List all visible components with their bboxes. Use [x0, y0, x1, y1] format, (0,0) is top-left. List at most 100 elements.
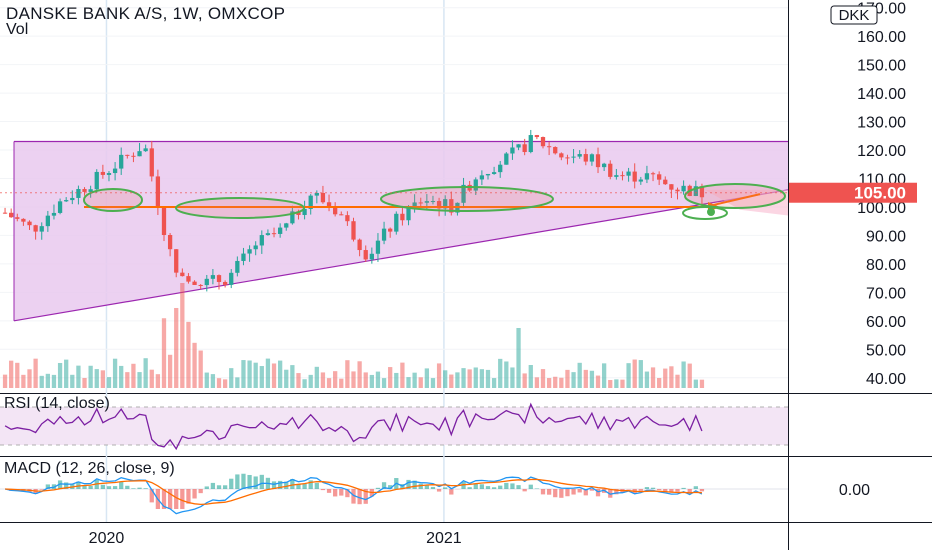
volume-bar — [229, 368, 233, 388]
candle-body — [205, 279, 209, 285]
rsi-label: RSI (14, close) — [4, 395, 110, 413]
volume-bar — [431, 378, 435, 388]
volume-bar — [406, 377, 410, 388]
candle-body — [131, 156, 135, 157]
volume-bar — [529, 365, 533, 388]
volume-bar — [565, 370, 569, 388]
macd-histogram-bar — [229, 479, 233, 489]
currency-badge-label: DKK — [839, 7, 870, 24]
volume-bar — [596, 376, 600, 388]
macd-histogram-bar — [480, 484, 484, 489]
macd-histogram-bar — [437, 489, 441, 492]
candle-body — [498, 165, 502, 172]
candle-body — [192, 282, 196, 285]
macd-histogram-bar — [541, 489, 545, 494]
volume-bar — [694, 380, 698, 388]
volume-bar — [633, 360, 637, 388]
highlight-ellipse — [381, 187, 553, 211]
candle-body — [95, 172, 99, 189]
volume-bar — [284, 370, 288, 388]
volume-bar — [357, 361, 361, 388]
candle-body — [174, 249, 178, 272]
volume-bar — [101, 370, 105, 388]
candle-body — [168, 235, 172, 249]
candle-body — [272, 233, 276, 234]
candle-body — [620, 175, 624, 176]
candle-body — [217, 275, 221, 282]
macd-histogram-bar — [40, 489, 44, 490]
candle-body — [571, 157, 575, 158]
macd-histogram-bar — [168, 489, 172, 509]
volume-bar — [688, 364, 692, 388]
volume-bar — [504, 361, 508, 388]
macd-histogram-bar — [553, 489, 557, 497]
volume-bar — [675, 375, 679, 388]
volume-bar — [345, 360, 349, 388]
macd-histogram-bar — [223, 485, 227, 489]
volume-bar — [376, 372, 380, 388]
candle-body — [125, 155, 129, 156]
macd-histogram-bar — [529, 485, 533, 489]
macd-histogram-bar — [315, 483, 319, 489]
volume-bar — [58, 363, 62, 388]
volume-bar — [523, 373, 527, 388]
volume-bar — [645, 372, 649, 388]
candle-body — [254, 245, 258, 249]
volume-bar — [571, 372, 575, 388]
volume-bar — [639, 360, 643, 388]
macd-histogram-bar — [205, 486, 209, 489]
volume-bar — [516, 328, 520, 388]
volume-bar — [223, 379, 227, 388]
candle-body — [364, 250, 368, 259]
price-tick-label: 60.00 — [866, 314, 906, 331]
candle-body — [211, 275, 215, 279]
candle-body — [58, 201, 62, 213]
volume-bar — [535, 377, 539, 388]
candle-body — [321, 193, 325, 202]
candle-body — [52, 213, 56, 216]
macd-histogram-bar — [113, 486, 117, 489]
candle-body — [180, 273, 184, 276]
volume-bar — [95, 369, 99, 388]
candle-body — [235, 261, 239, 273]
volume-bar — [468, 369, 472, 388]
candle-body — [150, 148, 154, 176]
candle-body — [492, 172, 496, 174]
volume-bar — [156, 374, 160, 388]
volume-bar — [88, 366, 92, 388]
highlight-ellipse — [84, 189, 142, 211]
volume-bar — [480, 369, 484, 388]
price-tick-label: 50.00 — [866, 342, 906, 359]
candle-body — [626, 172, 630, 176]
price-tick-label: 120.00 — [857, 143, 906, 160]
macd-histogram-bar — [107, 486, 111, 489]
candle-body — [614, 175, 618, 177]
volume-bar — [260, 366, 264, 388]
volume-bar — [162, 318, 166, 388]
candle-body — [633, 172, 637, 182]
price-tick-label: 140.00 — [857, 86, 906, 103]
candle-body — [260, 235, 264, 245]
candle-body — [486, 174, 490, 175]
volume-bar — [70, 375, 74, 388]
candle-body — [76, 189, 80, 198]
candle-body — [639, 180, 643, 182]
volume-bar — [266, 359, 270, 388]
candle-body — [388, 229, 392, 232]
candle-body — [590, 154, 594, 161]
candle-body — [64, 200, 68, 201]
macd-histogram-bar — [199, 489, 203, 493]
candle-body — [247, 249, 251, 253]
volume-bar — [131, 364, 135, 388]
macd-histogram-bar — [468, 487, 472, 489]
volume-label: Vol — [6, 21, 28, 39]
macd-histogram-bar — [254, 476, 258, 489]
volume-bar — [553, 377, 557, 388]
macd-histogram-bar — [88, 486, 92, 489]
volume-bar — [351, 371, 355, 388]
volume-bar — [174, 308, 178, 388]
candle-body — [101, 172, 105, 175]
macd-histogram-bar — [688, 489, 692, 492]
volume-bar — [192, 343, 196, 388]
